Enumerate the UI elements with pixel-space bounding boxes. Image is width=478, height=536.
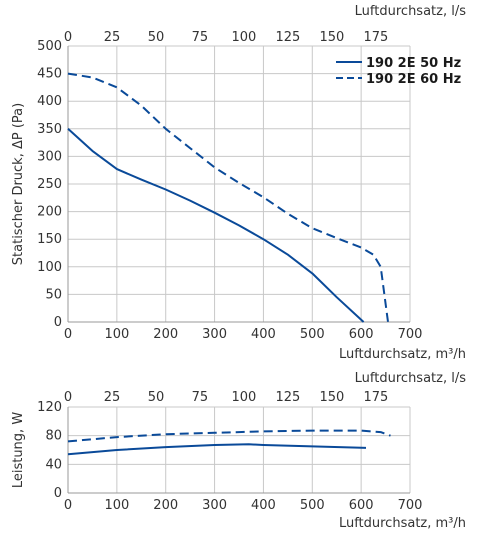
legend-entry-2: 190 2E 60 Hz <box>366 72 461 87</box>
power-x-axis-title: Luftdurchsatz, m³/h <box>339 516 466 531</box>
power-y-tick-label: 40 <box>45 457 62 472</box>
power-x-tick-label: 500 <box>300 498 325 513</box>
pressure-y-tick-label: 50 <box>45 287 62 302</box>
power-x2-tick-label: 175 <box>363 390 388 405</box>
pressure-y-tick-label: 0 <box>54 315 62 330</box>
pressure-y-tick-label: 300 <box>37 149 62 164</box>
pressure-y-tick-label: 450 <box>37 67 62 82</box>
power-x-tick-label: 300 <box>202 498 227 513</box>
pressure-y-tick-label: 200 <box>37 205 62 220</box>
pressure-y-tick-label: 400 <box>37 94 62 109</box>
pressure-series-line-solid <box>67 128 365 323</box>
power-x-tick-label: 200 <box>153 498 178 513</box>
power-x-tick-label: 700 <box>398 498 423 513</box>
power-x2-tick-label: 150 <box>319 390 344 405</box>
pressure-x2-tick-label: 50 <box>148 30 165 45</box>
legend-entry-1: 190 2E 50 Hz <box>366 56 461 71</box>
power-x-tick-label: 400 <box>251 498 276 513</box>
pressure-x2-tick-label: 125 <box>275 30 300 45</box>
pressure-x2-tick-label: 175 <box>363 30 388 45</box>
power-x2-tick-label: 100 <box>232 390 257 405</box>
power-x2-tick-label: 75 <box>192 390 209 405</box>
pressure-x-tick-label: 0 <box>64 327 72 342</box>
pressure-x2-tick-label: 0 <box>64 30 72 45</box>
power-x-tick-label: 100 <box>104 498 129 513</box>
power-x2-axis-title: Luftdurchsatz, l/s <box>355 371 467 386</box>
pressure-x-axis-title: Luftdurchsatz, m³/h <box>339 347 466 362</box>
power-y-tick-label: 80 <box>45 429 62 444</box>
pressure-y-tick-label: 350 <box>37 122 62 137</box>
pressure-y-tick-label: 500 <box>37 39 62 54</box>
pressure-x2-axis-title: Luftdurchsatz, l/s <box>355 4 467 19</box>
power-x-tick-label: 0 <box>64 498 72 513</box>
pressure-x2-tick-label: 100 <box>232 30 257 45</box>
pressure-y-tick-label: 100 <box>37 260 62 275</box>
power-series-line-solid <box>67 443 367 456</box>
pressure-x-tick-label: 500 <box>300 327 325 342</box>
pressure-x2-tick-label: 75 <box>192 30 209 45</box>
pressure-y-tick-label: 250 <box>37 177 62 192</box>
power-x2-tick-label: 50 <box>148 390 165 405</box>
pressure-x2-tick-label: 150 <box>319 30 344 45</box>
pressure-x2-tick-label: 25 <box>104 30 121 45</box>
power-y-axis-title: Leistung, W <box>11 412 26 488</box>
pressure-series-line-dashed <box>67 72 389 323</box>
power-y-tick-label: 120 <box>37 400 62 415</box>
pressure-y-axis-title: Statischer Druck, ΔP (Pa) <box>11 103 26 265</box>
pressure-x-tick-label: 300 <box>202 327 227 342</box>
power-x2-tick-label: 0 <box>64 390 72 405</box>
pressure-x-tick-label: 100 <box>104 327 129 342</box>
pressure-x-tick-label: 600 <box>349 327 374 342</box>
pressure-x-tick-label: 400 <box>251 327 276 342</box>
power-x2-tick-label: 25 <box>104 390 121 405</box>
power-x2-tick-label: 125 <box>275 390 300 405</box>
pressure-x-tick-label: 200 <box>153 327 178 342</box>
power-x-tick-label: 600 <box>349 498 374 513</box>
pressure-x-tick-label: 700 <box>398 327 423 342</box>
power-y-tick-label: 0 <box>54 486 62 501</box>
pressure-y-tick-label: 150 <box>37 232 62 247</box>
